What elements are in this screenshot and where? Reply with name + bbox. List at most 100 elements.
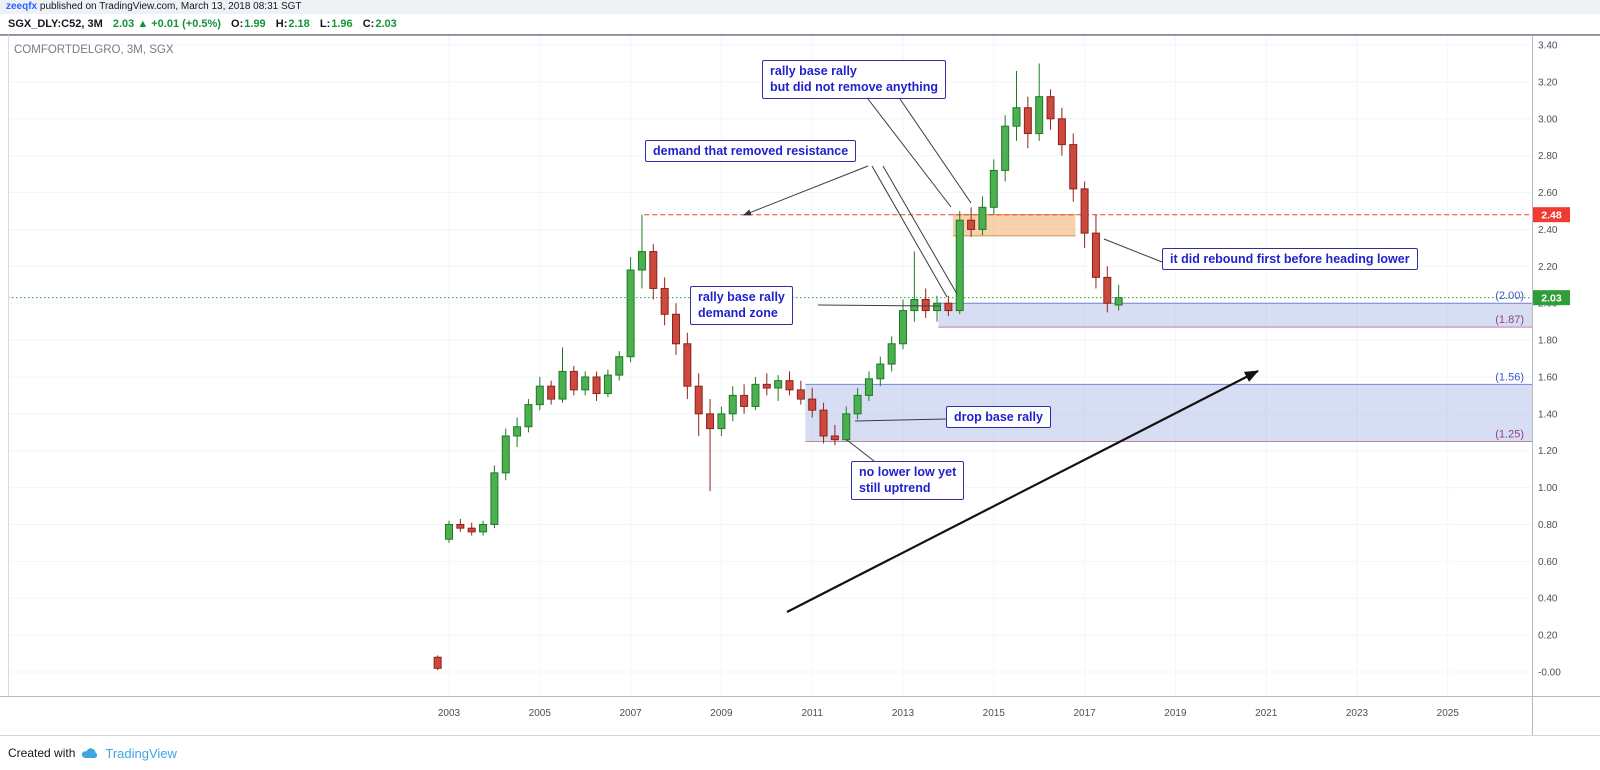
- candle: [513, 417, 522, 448]
- zone-top-price-label: (2.00): [1495, 290, 1524, 302]
- publish-text: published on TradingView.com, March 13, …: [37, 1, 302, 12]
- publish-author-link[interactable]: zeeqfx: [6, 1, 38, 12]
- last-price: 2.03: [112, 18, 135, 30]
- time-axis-label: 2011: [801, 708, 823, 719]
- candle: [864, 371, 873, 401]
- time-axis-label: 2025: [1437, 708, 1460, 719]
- price-axis-label: 3.40: [1538, 41, 1558, 52]
- candle: [1091, 214, 1100, 289]
- price-axis-label: 2.60: [1538, 188, 1558, 199]
- high-value: 2.18: [288, 18, 310, 30]
- chart-area[interactable]: (2.00) (1.87) (1.56) (1.25) 3.40 3.20 3.00 2.80…: [0, 35, 1600, 735]
- price-axis-label: 0.80: [1538, 520, 1558, 531]
- candle: [547, 380, 556, 405]
- low-value: 1.96: [331, 18, 353, 30]
- price-axis-label: 1.60: [1538, 372, 1558, 383]
- candle: [1114, 284, 1123, 311]
- candle: [728, 386, 737, 422]
- created-with-text: Created with: [8, 746, 76, 760]
- rebound-note[interactable]: it did rebound first before heading lowe…: [1162, 248, 1418, 271]
- open-label: O:: [231, 18, 244, 30]
- candles: [433, 63, 1123, 671]
- price-axis-label: -0.00: [1538, 668, 1561, 679]
- annotation-text-line: rally base rally: [770, 64, 857, 78]
- candle: [740, 384, 749, 414]
- tradingview-logo-icon[interactable]: [80, 746, 100, 760]
- candle: [751, 376, 760, 411]
- low-label: L:: [319, 18, 331, 30]
- zone-bottom-price-label: (1.25): [1495, 429, 1524, 441]
- pane-title: COMFORTDELGRO, 3M, SGX: [14, 44, 174, 56]
- candle: [796, 380, 805, 405]
- candle: [637, 214, 646, 289]
- price-axis-label: 1.80: [1538, 336, 1558, 347]
- candle: [1057, 107, 1066, 156]
- candle: [694, 373, 703, 436]
- candle: [853, 388, 862, 420]
- high-field: H:2.18: [276, 18, 317, 30]
- symbol-name[interactable]: SGX_DLY:C52, 3M: [8, 18, 103, 30]
- candle: [830, 424, 839, 446]
- close-value: 2.03: [375, 18, 397, 30]
- price-change: ▲ +0.01 (+0.5%): [137, 18, 221, 30]
- annotation-text-line: rally base rally: [698, 290, 785, 304]
- demand-zone-lower[interactable]: (1.56) (1.25): [805, 371, 1532, 442]
- price-chart-canvas[interactable]: (2.00) (1.87) (1.56) (1.25) 3.40 3.20 3.00 2.80…: [0, 35, 1600, 735]
- open-field: O:1.99: [231, 18, 273, 30]
- time-axis-label: 2009: [710, 708, 733, 719]
- svg-text:2.48: 2.48: [1541, 209, 1562, 221]
- demand-note[interactable]: demand that removed resistance: [645, 140, 857, 163]
- price-axis[interactable]: 3.403.203.002.802.602.402.202.001.801.60…: [1538, 41, 1561, 679]
- low-field: L:1.96: [320, 18, 360, 30]
- candle: [887, 336, 896, 372]
- footer-bar: Created with TradingView: [0, 735, 1600, 770]
- annotation-text-line: no lower low yet: [859, 465, 957, 479]
- rally-base-rally-note[interactable]: rally base rally but did not remove anyth…: [762, 60, 947, 99]
- price-axis-label: 0.60: [1538, 557, 1558, 568]
- candle: [1035, 63, 1044, 141]
- annotation-text-line: but did not remove anything: [770, 80, 939, 95]
- time-axis-label: 2019: [1164, 708, 1187, 719]
- time-axis-label: 2017: [1073, 708, 1096, 719]
- cloud-icon: [82, 748, 98, 759]
- candle: [615, 351, 624, 381]
- candle: [558, 347, 567, 403]
- candle: [819, 402, 828, 444]
- drop-base-rally-note[interactable]: drop base rally: [946, 406, 1051, 429]
- candle: [1012, 70, 1021, 141]
- trend-arrow[interactable]: [786, 370, 1259, 613]
- zone-top-price-label: (1.56): [1495, 371, 1524, 383]
- candle: [433, 655, 442, 671]
- price-axis-label: 2.40: [1538, 225, 1558, 236]
- annotation-text-line: it did rebound first before heading lowe…: [1170, 252, 1410, 266]
- candle: [785, 371, 794, 396]
- no-lower-low-note[interactable]: no lower low yet still uptrend: [851, 461, 965, 500]
- time-axis[interactable]: 2003 2005 2007 2009 2011 2013 2015 2017 2019 2021…: [438, 708, 1459, 719]
- candle: [479, 520, 488, 536]
- publish-bar: zeeqfx published on TradingView.com, Mar…: [0, 0, 1600, 14]
- rbr-demand-zone-note[interactable]: rally base rally demand zone: [690, 286, 793, 325]
- high-label: H:: [275, 18, 288, 30]
- demand-zone-upper[interactable]: (2.00) (1.87): [938, 290, 1532, 328]
- candle: [921, 288, 930, 318]
- annotation-text-line: demand zone: [698, 306, 778, 321]
- candle: [899, 299, 907, 350]
- candle: [524, 399, 533, 433]
- candle: [1080, 181, 1089, 248]
- candle: [842, 406, 851, 442]
- candle: [1069, 133, 1078, 202]
- annotation-leaders: [743, 98, 1163, 462]
- candle: [978, 196, 987, 235]
- close-label: C:: [362, 18, 375, 30]
- annotation-text-line: still uptrend: [859, 481, 931, 496]
- candle: [535, 376, 544, 411]
- annotations-layer: rally base rally but did not remove anyth…: [0, 35, 1600, 735]
- candle: [774, 375, 783, 401]
- candle: [581, 371, 590, 396]
- price-axis-label: 0.40: [1538, 594, 1558, 605]
- time-axis-label: 2007: [619, 708, 642, 719]
- tradingview-brand[interactable]: TradingView: [105, 745, 177, 761]
- price-axis-label: 2.80: [1538, 151, 1558, 162]
- candle: [876, 356, 885, 387]
- price-axis-label: 0.20: [1538, 631, 1558, 642]
